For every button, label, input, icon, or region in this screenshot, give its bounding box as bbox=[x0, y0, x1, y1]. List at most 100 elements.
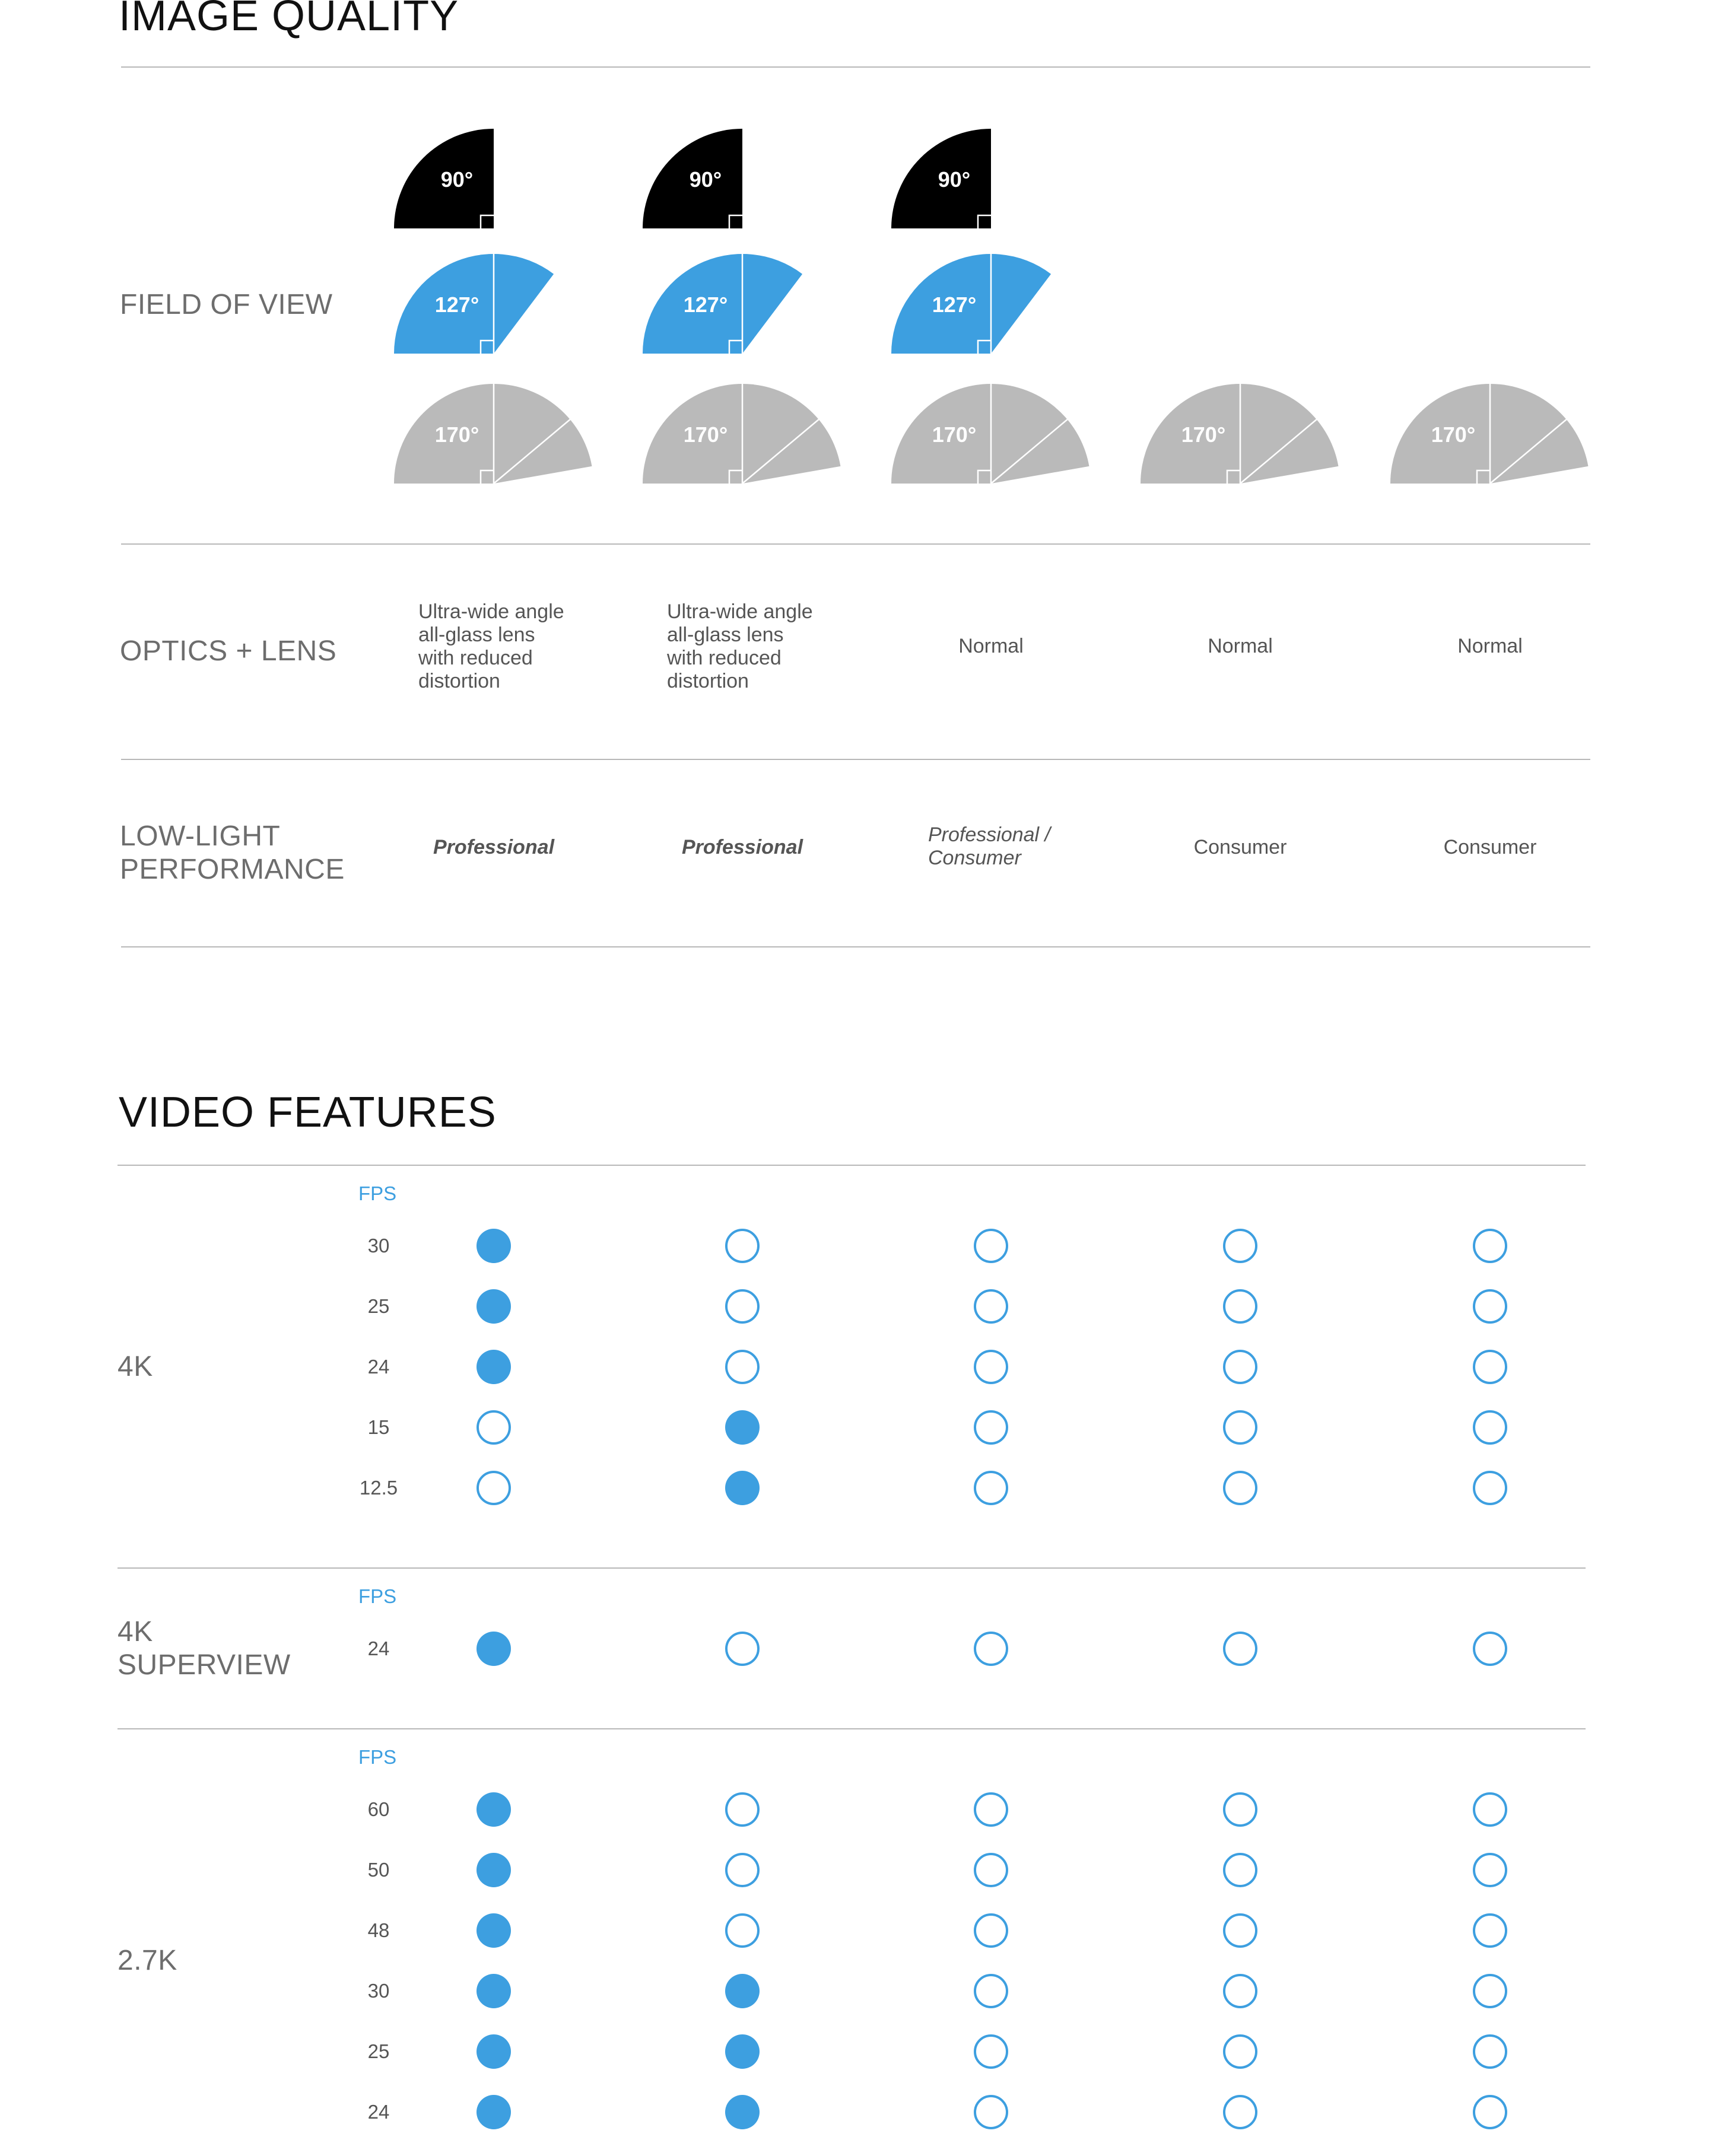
fov-angle-label: 170° bbox=[1181, 422, 1225, 447]
low-light-label: LOW-LIGHT PERFORMANCE bbox=[120, 820, 345, 886]
fov-angle-label: 170° bbox=[435, 422, 479, 447]
right-angle-marker bbox=[977, 469, 991, 484]
video-group-label-line: 2.7K bbox=[117, 1945, 177, 1976]
optics-lens-line: with reduced bbox=[418, 647, 533, 669]
optics-lens-line: distortion bbox=[667, 670, 749, 692]
fov-wedge-170: 170° bbox=[1390, 384, 1589, 484]
fov-wedge-shape bbox=[1141, 384, 1339, 484]
field-of-view-label: FIELD OF VIEW bbox=[120, 289, 333, 320]
supported-dot bbox=[477, 1853, 511, 1887]
unsupported-dot bbox=[1473, 1471, 1507, 1505]
fov-guide-line bbox=[1489, 419, 1567, 484]
video-group-label: 4K bbox=[117, 1350, 153, 1384]
right-angle-marker bbox=[1226, 469, 1240, 484]
unsupported-dot bbox=[974, 1792, 1008, 1827]
right-angle-marker bbox=[728, 214, 742, 228]
low-light-value: Professional / Consumer bbox=[928, 823, 1050, 870]
unsupported-dot bbox=[974, 1350, 1008, 1384]
fps-value: 15 bbox=[367, 1416, 390, 1438]
fov-guide-line bbox=[742, 419, 819, 484]
unsupported-dot bbox=[1473, 2095, 1507, 2129]
right-angle-marker bbox=[977, 339, 991, 354]
supported-dot bbox=[477, 1350, 511, 1384]
fov-wedge-127: 127° bbox=[394, 254, 554, 354]
unsupported-dot bbox=[1223, 1229, 1257, 1263]
unsupported-dot bbox=[1473, 1913, 1507, 1948]
unsupported-dot bbox=[1223, 1792, 1257, 1827]
low-light-label-line: LOW-LIGHT bbox=[120, 821, 281, 852]
fov-angle-label: 90° bbox=[938, 167, 970, 192]
divider bbox=[121, 759, 1590, 760]
supported-dot bbox=[725, 2034, 760, 2069]
fov-wedge-170: 170° bbox=[1141, 384, 1339, 484]
low-light-value: Professional bbox=[681, 836, 803, 858]
optics-lens-value: Ultra-wide angle all-glass lens with reduc… bbox=[667, 600, 813, 693]
unsupported-dot bbox=[974, 1913, 1008, 1948]
fov-wedge-shape bbox=[1390, 384, 1589, 484]
unsupported-dot bbox=[1473, 1853, 1507, 1887]
supported-dot bbox=[477, 1974, 511, 2008]
optics-lens-line: Ultra-wide angle bbox=[667, 600, 813, 623]
right-angle-marker bbox=[479, 214, 494, 228]
video-group-label-line: 4K bbox=[117, 1351, 153, 1382]
optics-lens-value: Ultra-wide angle all-glass lens with reduc… bbox=[418, 600, 564, 693]
fps-value: 50 bbox=[367, 1859, 390, 1881]
right-angle-marker bbox=[728, 469, 742, 484]
fps-header: FPS bbox=[358, 1182, 397, 1204]
unsupported-dot bbox=[974, 1632, 1008, 1666]
unsupported-dot bbox=[1223, 1974, 1257, 2008]
fov-wedge-shape bbox=[891, 254, 1052, 354]
fov-angle-label: 170° bbox=[932, 422, 976, 447]
supported-dot bbox=[477, 1632, 511, 1666]
low-light-label-line: PERFORMANCE bbox=[120, 854, 345, 885]
fps-value: 24 bbox=[367, 1637, 390, 1659]
fov-guide-line bbox=[1240, 419, 1317, 484]
unsupported-dot bbox=[1473, 1289, 1507, 1324]
supported-dot bbox=[725, 1471, 760, 1505]
supported-dot bbox=[725, 1974, 760, 2008]
image-quality-title: IMAGE QUALITY bbox=[119, 0, 459, 40]
unsupported-dot bbox=[1473, 1410, 1507, 1445]
video-group-label: 2.7K bbox=[117, 1944, 177, 1977]
fov-angle-label: 170° bbox=[1431, 422, 1475, 447]
divider bbox=[117, 1165, 1586, 1166]
fps-value: 24 bbox=[367, 2101, 390, 2123]
optics-lens-line: distortion bbox=[418, 670, 500, 692]
divider bbox=[121, 946, 1590, 947]
fps-value: 12.5 bbox=[359, 1477, 398, 1499]
fps-value: 30 bbox=[367, 1980, 390, 2002]
optics-lens-line: Ultra-wide angle bbox=[418, 600, 564, 623]
fov-wedge-shape bbox=[643, 384, 841, 484]
fov-wedge-90: 90° bbox=[891, 129, 991, 228]
right-angle-marker bbox=[1476, 469, 1490, 484]
unsupported-dot bbox=[725, 1913, 760, 1948]
unsupported-dot bbox=[725, 1289, 760, 1324]
fps-header: FPS bbox=[358, 1746, 397, 1768]
optics-lens-line: all-glass lens bbox=[667, 624, 784, 646]
fov-wedge-shape bbox=[891, 384, 1089, 484]
unsupported-dot bbox=[1223, 1289, 1257, 1324]
fov-wedge-shape bbox=[394, 254, 554, 354]
fov-wedge-170: 170° bbox=[394, 384, 592, 484]
fov-wedge-127: 127° bbox=[891, 254, 1052, 354]
fov-angle-label: 127° bbox=[932, 292, 976, 317]
supported-dot bbox=[725, 1410, 760, 1445]
fov-angle-label: 90° bbox=[690, 167, 722, 192]
unsupported-dot bbox=[1473, 2034, 1507, 2069]
fov-wedge-shape bbox=[891, 129, 991, 228]
unsupported-dot bbox=[1223, 1350, 1257, 1384]
video-group-label: 4K SUPERVIEW bbox=[117, 1616, 291, 1682]
unsupported-dot bbox=[974, 2095, 1008, 2129]
unsupported-dot bbox=[974, 2034, 1008, 2069]
unsupported-dot bbox=[974, 1410, 1008, 1445]
supported-dot bbox=[477, 1289, 511, 1324]
unsupported-dot bbox=[725, 1229, 760, 1263]
supported-dot bbox=[477, 1229, 511, 1263]
optics-lens-label: OPTICS + LENS bbox=[120, 635, 337, 667]
unsupported-dot bbox=[974, 1471, 1008, 1505]
fps-value: 48 bbox=[367, 1919, 390, 1941]
fov-angle-label: 127° bbox=[435, 292, 479, 317]
fov-angle-label: 170° bbox=[684, 422, 728, 447]
fov-wedge-shape bbox=[643, 254, 803, 354]
optics-lens-value: Normal bbox=[958, 635, 1024, 657]
